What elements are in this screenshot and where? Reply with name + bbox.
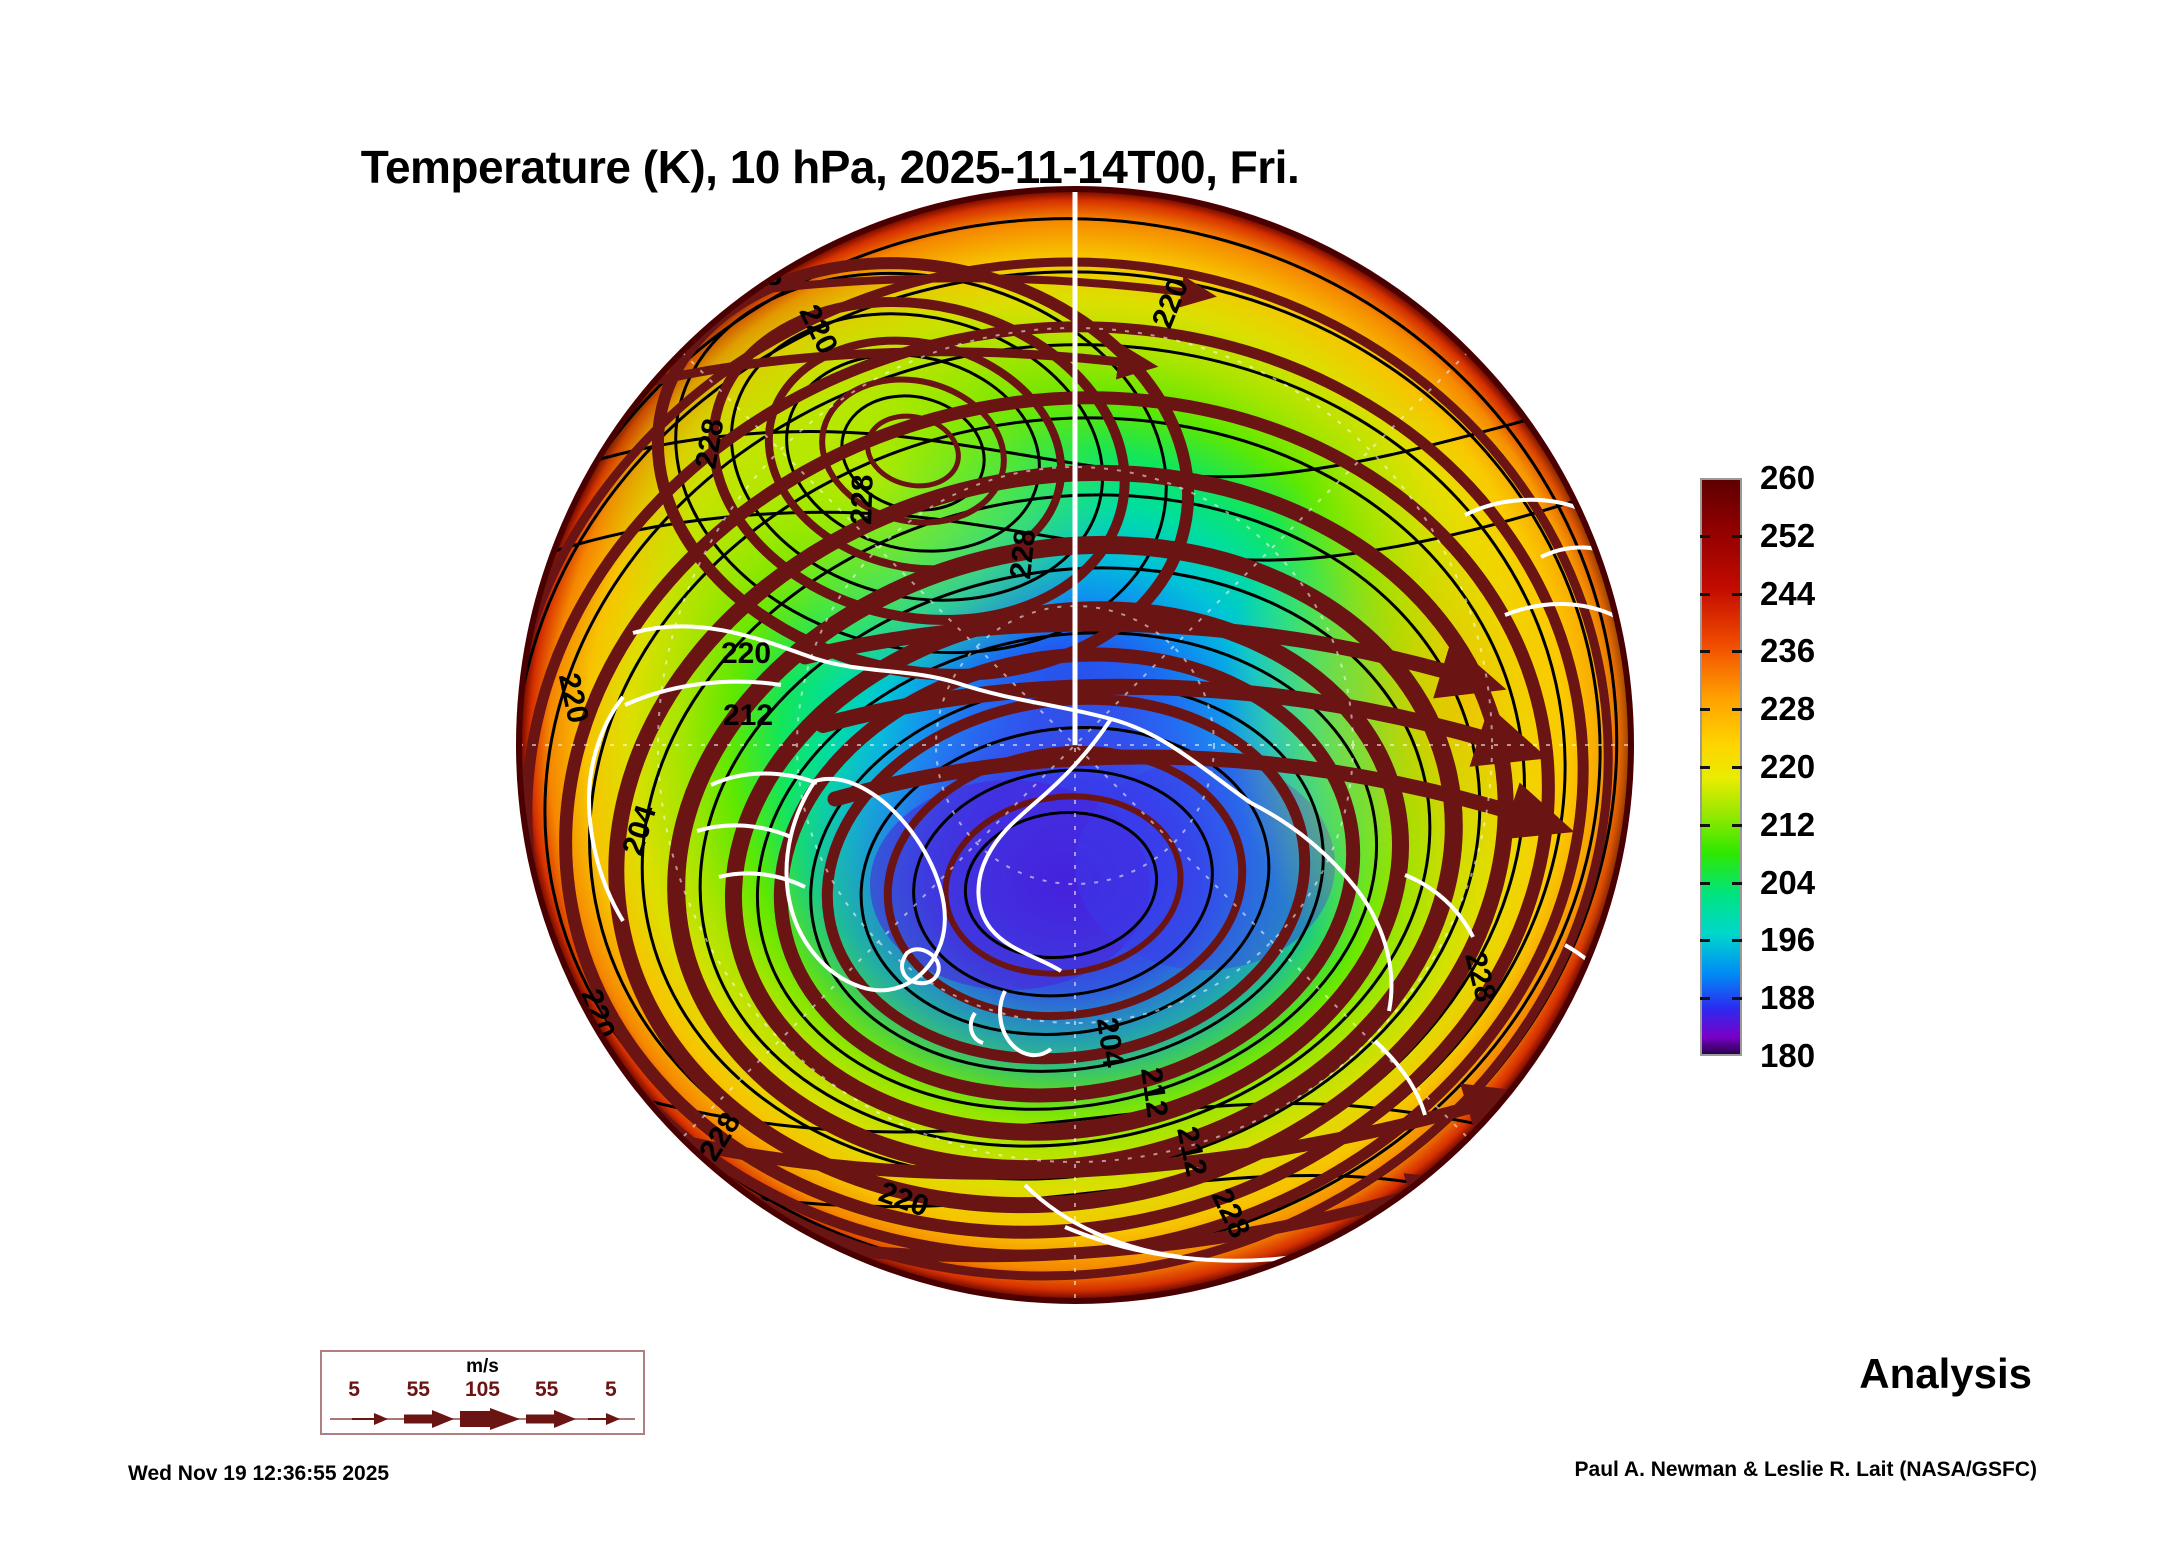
contour-label: 212: [723, 699, 773, 732]
globe-outline: [516, 186, 1634, 1304]
polar-map-panel: 228 220 220 228 228 228 220 212 220 220 …: [505, 185, 1645, 1310]
author-credit: Paul A. Newman & Leslie R. Lait (NASA/GS…: [1574, 1458, 2037, 1481]
colorbar-tick: [1700, 592, 1710, 596]
colorbar-tick-label: 196: [1760, 921, 1816, 959]
colorbar-tick-label: 244: [1760, 574, 1816, 612]
contour-label: 228: [845, 474, 880, 525]
colorbar-tick: [1732, 708, 1742, 712]
colorbar-tick: [1732, 823, 1742, 827]
wind-arrow-scale-icon: [330, 1408, 635, 1430]
colorbar-tick-label: 252: [1760, 516, 1816, 554]
colorbar-tick: [1732, 997, 1742, 1001]
wind-legend-value: 5: [348, 1378, 360, 1401]
colorbar-tick: [1700, 534, 1710, 538]
wind-legend-value: 55: [406, 1378, 430, 1401]
colorbar-tick-label: 220: [1760, 748, 1816, 785]
colorbar-tick: [1700, 650, 1710, 654]
colorbar-tick-label: 180: [1760, 1037, 1816, 1074]
contour-label: 204: [1090, 1015, 1130, 1069]
contour-label: 212: [1134, 1065, 1174, 1119]
wind-legend-value: 105: [464, 1378, 500, 1401]
colorbar-tick: [1732, 939, 1742, 943]
colorbar: 260 252 244 236 228 220 212 204 196 188 180: [1690, 461, 1920, 1085]
colorbar-tick-label: 204: [1760, 863, 1816, 901]
colorbar-tick-label: 212: [1760, 805, 1816, 843]
colorbar-tick: [1700, 823, 1710, 827]
colorbar-tick: [1732, 592, 1742, 596]
wind-speed-legend: m/s 5 55 105 55 5: [320, 1350, 645, 1435]
colorbar-tick: [1700, 997, 1710, 1001]
map-field-layer: 228 220 220 228 228 228 220 212 220 220 …: [519, 189, 1631, 1301]
colorbar-tick-label: 188: [1760, 979, 1816, 1017]
page-title: Temperature (K), 10 hPa, 2025-11-14T00, …: [360, 141, 1300, 193]
contour-label: 220: [721, 637, 771, 670]
colorbar-tick: [1732, 534, 1742, 538]
wind-legend-value: 55: [534, 1378, 559, 1401]
colorbar-tick: [1700, 881, 1710, 885]
contour-label: 228: [1004, 527, 1042, 580]
analysis-label: Analysis: [1859, 1350, 2032, 1397]
colorbar-tick: [1700, 766, 1710, 769]
colorbar-tick-label: 260: [1760, 459, 1816, 496]
wind-legend-value: 5: [605, 1378, 617, 1401]
polar-stereographic-map: 228 220 220 228 228 228 220 212 220 220 …: [516, 186, 1634, 1304]
colorbar-tick: [1732, 766, 1742, 769]
wind-legend-values: 5 55 105 55 5: [322, 1378, 643, 1402]
colorbar-tick: [1732, 881, 1742, 885]
colorbar-tick: [1700, 708, 1710, 712]
colorbar-tick-label: 228: [1760, 690, 1816, 728]
colorbar-tick: [1700, 939, 1710, 943]
generation-timestamp: Wed Nov 19 12:36:55 2025: [128, 1462, 390, 1485]
wind-legend-arrows: [330, 1408, 635, 1430]
wind-legend-units: m/s: [466, 1356, 499, 1377]
colorbar-tick: [1732, 650, 1742, 654]
vortex-minimum: [870, 780, 1150, 990]
colorbar-tick-label: 236: [1760, 632, 1816, 670]
